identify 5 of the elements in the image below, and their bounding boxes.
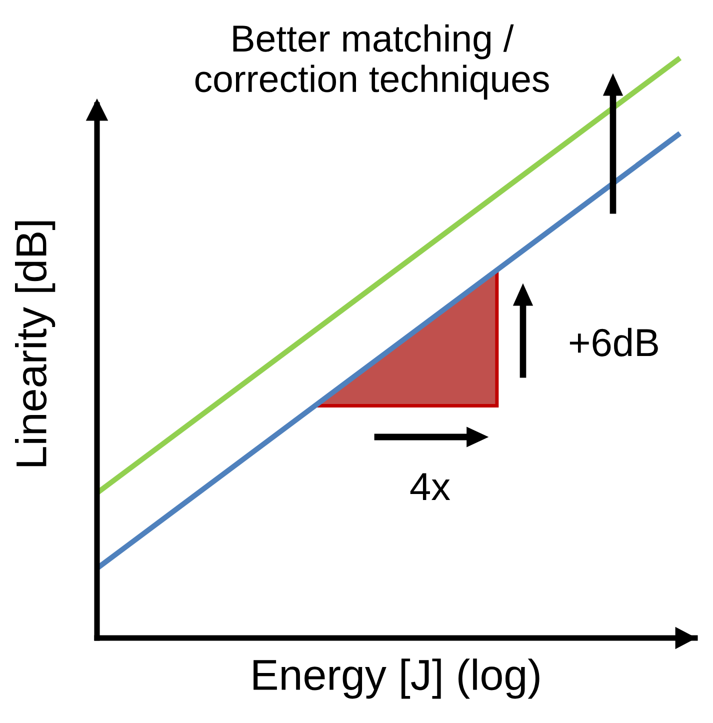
y-axis-title: Linearity [dB] [15,221,56,466]
annotation: Better matching / correction techniques [195,24,549,100]
x-axis-title: Energy [J] (log) [254,658,540,699]
annotation: +6dB [570,328,658,356]
annotation: 4x [410,473,450,500]
